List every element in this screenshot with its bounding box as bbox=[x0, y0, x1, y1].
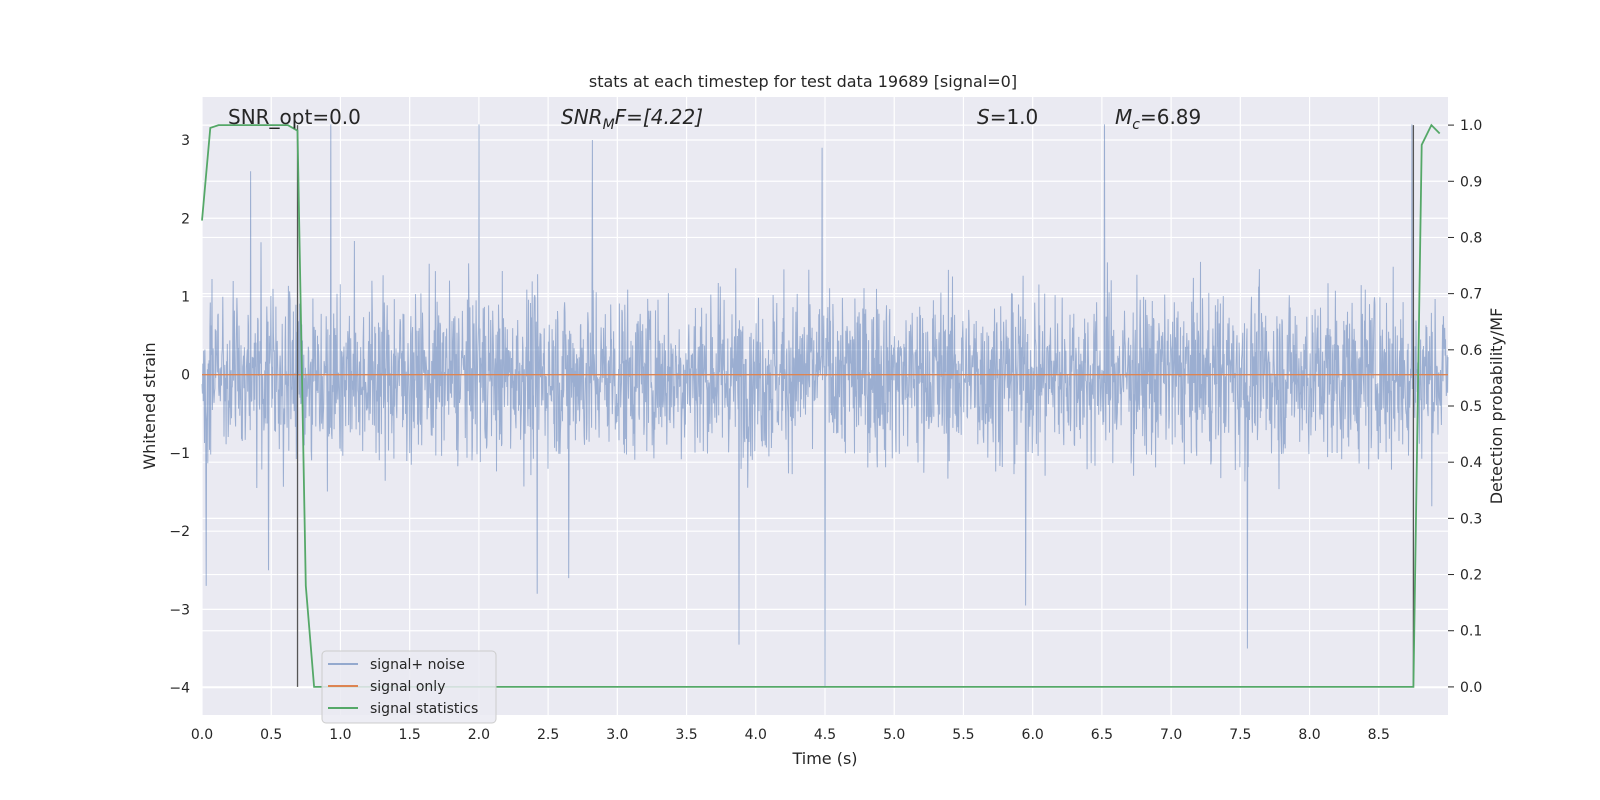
y-left-tick-label: −1 bbox=[169, 446, 190, 462]
annotation-s-rest: =1.0 bbox=[990, 105, 1039, 129]
annotation-snr-mf-main: SNR bbox=[561, 105, 603, 129]
x-tick-label: 1.0 bbox=[329, 727, 351, 743]
y-right-tick-label: 0.0 bbox=[1460, 680, 1482, 696]
series-signal-statistics bbox=[201, 123, 1441, 688]
x-tick-label: 1.5 bbox=[399, 727, 421, 743]
legend: signal+ noise signal only signal statist… bbox=[321, 650, 497, 724]
y-left-axis-ticks: 3 2 1 0 −1 −2 −3 −4 bbox=[169, 133, 190, 697]
x-tick-label: 0.0 bbox=[191, 727, 213, 743]
y-right-tick-label: 0.1 bbox=[1460, 624, 1482, 640]
annotation-snr-mf-rest: F=[4.22] bbox=[615, 105, 703, 129]
y-right-tick-label: 1.0 bbox=[1460, 118, 1482, 134]
y-left-tick-label: 2 bbox=[181, 211, 190, 227]
annotation-s: S=1.0 bbox=[977, 105, 1038, 129]
y-right-axis-label: Detection probability/MF bbox=[1487, 308, 1506, 505]
annotation-s-main: S bbox=[977, 105, 990, 129]
x-tick-label: 7.0 bbox=[1160, 727, 1182, 743]
x-tick-label: 2.0 bbox=[468, 727, 490, 743]
y-left-tick-label: −2 bbox=[169, 524, 190, 540]
chart-title: stats at each timestep for test data 196… bbox=[589, 72, 1017, 91]
annotation-mc-sub: c bbox=[1132, 117, 1140, 133]
legend-label-signal-only: signal only bbox=[370, 679, 445, 695]
x-axis-ticks: 0.0 0.5 1.0 1.5 2.0 2.5 3.0 3.5 4.0 4.5 5.0 5.5 6.0 6… bbox=[191, 727, 1390, 743]
y-left-tick-label: −4 bbox=[169, 681, 190, 697]
signal-statistics-line bbox=[201, 123, 1441, 688]
y-left-tick-label: 3 bbox=[181, 133, 190, 149]
annotation-snr-mf: SNRMF=[4.22] bbox=[561, 105, 703, 133]
y-right-tick-label: 0.5 bbox=[1460, 399, 1482, 415]
legend-label-signal-plus-noise: signal+ noise bbox=[370, 657, 465, 673]
y-right-tick-label: 0.4 bbox=[1460, 455, 1482, 471]
y-right-tick-label: 0.6 bbox=[1460, 343, 1482, 359]
x-tick-label: 4.0 bbox=[745, 727, 767, 743]
y-right-tick-label: 0.2 bbox=[1460, 568, 1482, 584]
x-tick-label: 4.5 bbox=[814, 727, 836, 743]
legend-label-signal-statistics: signal statistics bbox=[370, 701, 478, 717]
x-tick-label: 5.5 bbox=[952, 727, 974, 743]
annotation-snr-mf-sub: M bbox=[603, 117, 615, 133]
x-tick-label: 3.0 bbox=[606, 727, 628, 743]
x-tick-label: 6.0 bbox=[1022, 727, 1044, 743]
y-left-tick-label: 0 bbox=[181, 368, 190, 384]
x-tick-label: 2.5 bbox=[537, 727, 559, 743]
legend-box bbox=[321, 650, 497, 724]
x-tick-label: 6.5 bbox=[1091, 727, 1113, 743]
x-tick-label: 3.5 bbox=[675, 727, 697, 743]
vertical-marker-lines bbox=[296, 125, 1415, 687]
y-right-tick-label: 0.3 bbox=[1460, 511, 1482, 527]
y-left-tick-label: 1 bbox=[181, 289, 190, 305]
y-right-tick-label: 0.8 bbox=[1460, 230, 1482, 246]
y-right-tick-label: 0.9 bbox=[1460, 174, 1482, 190]
x-tick-label: 7.5 bbox=[1229, 727, 1251, 743]
x-tick-label: 5.0 bbox=[883, 727, 905, 743]
y-right-tick-label: 0.7 bbox=[1460, 287, 1482, 303]
y-left-tick-label: −3 bbox=[169, 602, 190, 618]
annotation-mc: Mc=6.89 bbox=[1115, 105, 1201, 133]
x-tick-label: 8.0 bbox=[1298, 727, 1320, 743]
annotation-snr-opt: SNR_opt=0.0 bbox=[228, 105, 361, 129]
y-left-axis-label: Whitened strain bbox=[140, 342, 159, 469]
x-tick-label: 0.5 bbox=[260, 727, 282, 743]
x-axis-label: Time (s) bbox=[791, 749, 857, 768]
annotation-mc-rest: =6.89 bbox=[1140, 105, 1201, 129]
annotation-mc-main: M bbox=[1115, 105, 1132, 129]
x-tick-label: 8.5 bbox=[1368, 727, 1390, 743]
y-right-axis-ticks: 1.0 0.9 0.8 0.7 0.6 0.5 0.4 0.3 0.2 0.1 0.0 bbox=[1448, 118, 1482, 696]
